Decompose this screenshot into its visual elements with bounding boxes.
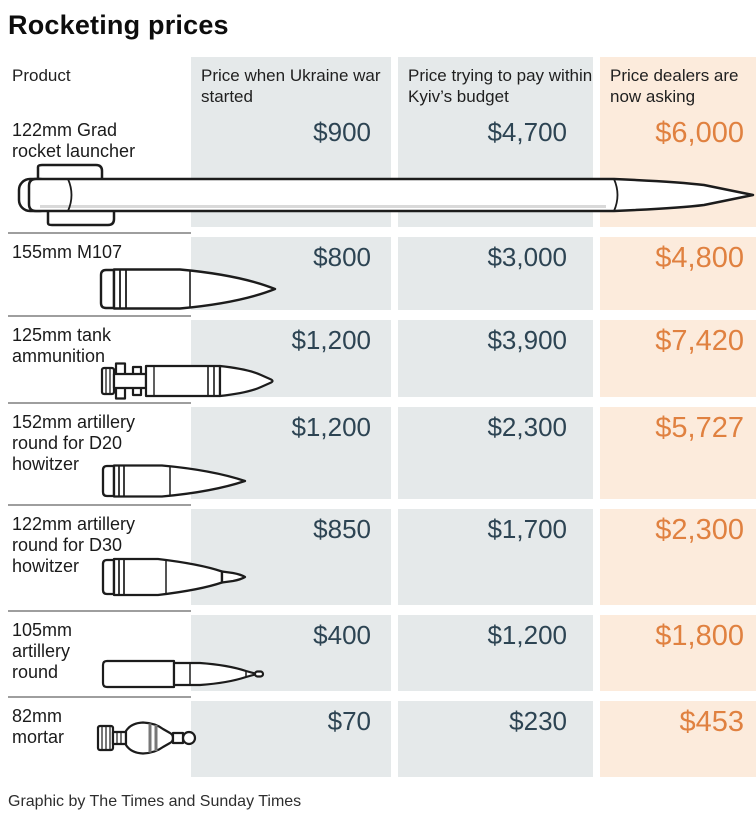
price-war-start: $850 bbox=[313, 514, 371, 544]
82mm-mortar-illustration bbox=[96, 721, 197, 755]
product-name: 82mm mortar bbox=[12, 706, 65, 747]
price-budget: $230 bbox=[509, 706, 567, 736]
price-budget: $3,900 bbox=[487, 325, 567, 355]
product-name: 105mm artillery round bbox=[12, 620, 73, 682]
table-row: 125mm tank ammunition $1,200 $3,900 $7,4… bbox=[8, 320, 756, 404]
price-war-start: $1,200 bbox=[291, 325, 371, 355]
price-budget: $4,700 bbox=[487, 117, 567, 147]
product-cell: 122mm artillery round for D30 howitzer bbox=[8, 509, 191, 605]
122mm-shell-illustration bbox=[101, 557, 247, 597]
price-war-start: $800 bbox=[313, 242, 371, 272]
price-war-start: $70 bbox=[327, 706, 371, 736]
price-cell-asking: $5,727 bbox=[600, 407, 756, 499]
product-name: 125mm tank ammunition bbox=[12, 325, 112, 366]
table-row: 82mm mortar $70 $230 $453 bbox=[8, 701, 756, 777]
table-row: 105mm artillery round $400 $1,200 $1,800 bbox=[8, 615, 756, 698]
price-asking: $6,000 bbox=[655, 117, 744, 149]
row-divider bbox=[8, 696, 191, 698]
row-divider bbox=[8, 610, 191, 612]
product-name: 122mm artillery round for D30 howitzer bbox=[12, 514, 136, 576]
price-cell-budget: $1,700 bbox=[398, 509, 593, 605]
table-row: 122mm artillery round for D30 howitzer $… bbox=[8, 509, 756, 612]
product-cell: 155mm M107 bbox=[8, 237, 191, 310]
125mm-tank-round-illustration bbox=[100, 362, 274, 400]
product-cell: 105mm artillery round bbox=[8, 615, 191, 691]
105mm-round-illustration bbox=[101, 659, 265, 689]
column-header-product: Product bbox=[12, 66, 71, 85]
product-name: 122mm Grad rocket launcher bbox=[12, 120, 136, 161]
price-cell-budget: $1,200 bbox=[398, 615, 593, 691]
152mm-shell-illustration bbox=[101, 464, 247, 498]
price-cell-asking: $453 bbox=[600, 701, 756, 777]
row-divider bbox=[8, 315, 191, 317]
product-name: 155mm M107 bbox=[12, 242, 123, 262]
product-cell: 82mm mortar bbox=[8, 701, 191, 777]
row-divider bbox=[8, 232, 191, 234]
credit-line: Graphic by The Times and Sunday Times bbox=[8, 793, 302, 810]
price-asking: $1,800 bbox=[655, 620, 744, 652]
price-cell-budget: $230 bbox=[398, 701, 593, 777]
price-war-start: $400 bbox=[313, 620, 371, 650]
price-cell-asking: $4,800 bbox=[600, 237, 756, 310]
table-row: Product 122mm Grad rocket launcher Price… bbox=[8, 57, 756, 234]
price-cell-budget: $3,000 bbox=[398, 237, 593, 310]
price-asking: $2,300 bbox=[655, 514, 744, 546]
price-cell-asking: $2,300 bbox=[600, 509, 756, 605]
price-cell-asking: $7,420 bbox=[600, 320, 756, 397]
row-divider bbox=[8, 402, 191, 404]
column-header-war-start: Price when Ukraine war started bbox=[201, 66, 381, 106]
price-table: Product 122mm Grad rocket launcher Price… bbox=[8, 57, 756, 777]
price-asking: $4,800 bbox=[655, 242, 744, 274]
price-budget: $1,700 bbox=[487, 514, 567, 544]
price-asking: $5,727 bbox=[655, 412, 744, 444]
price-war-start: $900 bbox=[313, 117, 371, 147]
product-name: 152mm artillery round for D20 howitzer bbox=[12, 412, 136, 474]
grad-rocket-illustration bbox=[17, 163, 755, 227]
price-cell-war-start: $850 bbox=[191, 509, 391, 605]
page-title: Rocketing prices bbox=[8, 10, 229, 40]
price-budget: $3,000 bbox=[487, 242, 567, 272]
price-budget: $1,200 bbox=[487, 620, 567, 650]
product-cell: Product 122mm Grad rocket launcher bbox=[8, 57, 191, 227]
table-row: 155mm M107 $800 $3,000 $4,800 bbox=[8, 237, 756, 317]
155mm-shell-illustration bbox=[99, 268, 277, 310]
column-header-budget: Price trying to pay within Kyiv’s budget bbox=[408, 66, 593, 106]
price-asking: $453 bbox=[679, 706, 744, 738]
price-asking: $7,420 bbox=[655, 325, 744, 357]
price-cell-war-start: $1,200 bbox=[191, 407, 391, 499]
price-cell-budget: $2,300 bbox=[398, 407, 593, 499]
price-budget: $2,300 bbox=[487, 412, 567, 442]
column-header-asking: Price dealers are now asking bbox=[610, 66, 739, 106]
table-row: 152mm artillery round for D20 howitzer $… bbox=[8, 407, 756, 506]
price-war-start: $1,200 bbox=[291, 412, 371, 442]
price-cell-budget: $3,900 bbox=[398, 320, 593, 397]
product-cell: 152mm artillery round for D20 howitzer bbox=[8, 407, 191, 499]
row-divider bbox=[8, 504, 191, 506]
price-cell-asking: $1,800 bbox=[600, 615, 756, 691]
price-cell-war-start: $70 bbox=[191, 701, 391, 777]
product-cell: 125mm tank ammunition bbox=[8, 320, 191, 397]
